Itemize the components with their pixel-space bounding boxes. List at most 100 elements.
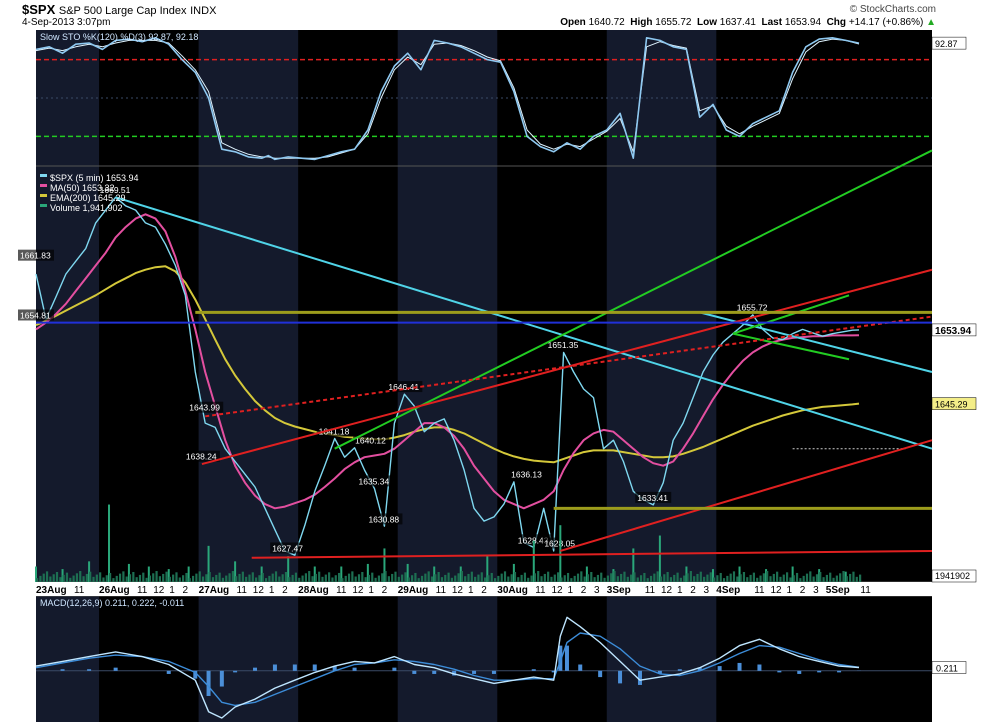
trendline-green-up-long xyxy=(334,149,933,450)
volume-bar xyxy=(663,574,666,582)
volume-bar xyxy=(603,577,606,582)
volume-bar xyxy=(231,571,234,582)
volume-bar xyxy=(474,576,477,582)
volume-bar xyxy=(374,577,377,582)
volume-bar xyxy=(756,577,759,582)
price-annotation: 1640.12 xyxy=(355,436,386,446)
price-label-bg xyxy=(18,309,54,321)
volume-bar xyxy=(354,576,357,582)
volume-bar xyxy=(659,576,663,582)
macd-histogram-bar xyxy=(292,664,297,671)
price-annotation: 1636.13 xyxy=(511,470,542,480)
low-label: Low xyxy=(697,17,718,28)
volume-bar xyxy=(235,576,238,582)
macd-legend: MACD(12,26,9) 0.211, 0.222, -0.011 xyxy=(40,598,184,608)
volume-bar xyxy=(709,572,712,582)
volume-bar xyxy=(36,578,39,582)
chart-header: $SPX S&P 500 Large Cap Index INDX 4-Sep-… xyxy=(0,0,984,30)
macd-histogram-bar xyxy=(432,670,437,674)
volume-bar xyxy=(649,575,653,582)
volume-bar xyxy=(39,575,42,582)
price-tick-label: 1655.0 xyxy=(938,316,966,326)
volume-bar xyxy=(736,576,739,582)
volume-bar xyxy=(503,571,507,582)
price-tick-label: 1627.5 xyxy=(938,550,966,560)
volume-bar xyxy=(357,574,361,582)
x-axis-label: 3 xyxy=(594,585,600,596)
volume-bar xyxy=(178,577,181,582)
x-axis-label: 12 xyxy=(452,585,464,596)
volume-bar xyxy=(344,575,347,582)
volume-bar xyxy=(65,572,69,582)
volume-bar xyxy=(301,575,304,582)
volume-bar xyxy=(334,575,337,582)
volume-bar xyxy=(198,571,201,582)
volume-bar xyxy=(656,571,659,582)
macd-histogram-bar xyxy=(166,670,171,674)
x-axis-label: 12 xyxy=(253,585,265,596)
volume-bar xyxy=(52,574,55,582)
price-tick-label: 1647.5 xyxy=(938,380,966,390)
x-axis-label: 11 xyxy=(137,585,148,596)
volume-bar xyxy=(271,573,274,582)
price-label-bg xyxy=(509,468,546,480)
macd-histogram-bar xyxy=(717,666,722,671)
volume-bar xyxy=(484,577,487,582)
volume-bar xyxy=(55,571,59,582)
price-tick-label: 1642.5 xyxy=(938,422,966,432)
volume-bar xyxy=(623,571,626,582)
x-axis-label: 2 xyxy=(800,585,806,596)
price-annotation: 1651.35 xyxy=(548,340,579,350)
volume-bar xyxy=(729,573,732,582)
symbol: $SPX xyxy=(22,2,56,17)
volume-bar xyxy=(493,578,497,582)
price-annotation: 1654.81 xyxy=(20,310,51,320)
session-band-1 xyxy=(198,30,299,722)
volume-bar xyxy=(653,573,656,582)
volume-bar xyxy=(314,573,317,582)
volume-bar xyxy=(155,571,158,582)
volume-bar xyxy=(543,573,546,582)
macd-histogram-bar xyxy=(412,670,417,674)
volume-bar xyxy=(172,574,175,582)
volume-bar xyxy=(218,572,221,582)
volume-bar xyxy=(112,578,115,582)
axes: 23Aug 11 26Aug 11 12 1 2 27Aug 11 12 1 2 28Aug 11 12 1 2… xyxy=(36,585,871,596)
x-axis-label: 1 xyxy=(568,585,574,596)
volume-bar xyxy=(281,574,284,582)
volume-bar xyxy=(75,573,79,582)
volume-bar xyxy=(559,525,562,582)
volume-bar xyxy=(852,571,855,582)
volume-bar xyxy=(626,576,629,582)
volume-bar xyxy=(165,571,168,582)
volume-bar xyxy=(284,571,288,582)
macd-histogram-bar xyxy=(837,670,842,673)
volume-bar xyxy=(699,571,702,582)
stoch-legend: Slow STO %K(120) %D(3) 92.87, 92.18 xyxy=(40,32,198,42)
trendline-red-base xyxy=(251,549,933,559)
macd-histogram-bar xyxy=(777,670,782,673)
volume-bar xyxy=(162,573,165,582)
macd-last-label: 0.211 xyxy=(936,663,958,673)
volume-bar xyxy=(407,577,410,582)
price-label-bg xyxy=(386,381,423,393)
volume-bar xyxy=(809,571,812,582)
volume-bar xyxy=(497,575,500,582)
macd-histogram-bar xyxy=(531,669,536,671)
x-axis-label: 11 xyxy=(336,585,347,596)
x-axis-label: 11 xyxy=(436,585,447,596)
volume-bar xyxy=(517,577,520,582)
volume-bar xyxy=(633,572,636,582)
macd-histogram-bar xyxy=(332,666,337,671)
volume-bar xyxy=(188,578,191,582)
macd-histogram-bar xyxy=(564,645,569,671)
x-axis-label: 3 xyxy=(813,585,819,596)
up-arrow-icon: ▲ xyxy=(926,17,936,28)
volume-tick-label: 30M xyxy=(14,500,32,510)
volume-bar xyxy=(822,577,825,582)
x-axis-label: 12 xyxy=(661,585,673,596)
stoch-last-box xyxy=(931,36,967,50)
x-axis-label: 11 xyxy=(754,585,765,596)
legends: Slow STO %K(120) %D(3) 92.87, 92.18 $SPX … xyxy=(40,32,198,608)
volume-bar xyxy=(507,576,510,582)
